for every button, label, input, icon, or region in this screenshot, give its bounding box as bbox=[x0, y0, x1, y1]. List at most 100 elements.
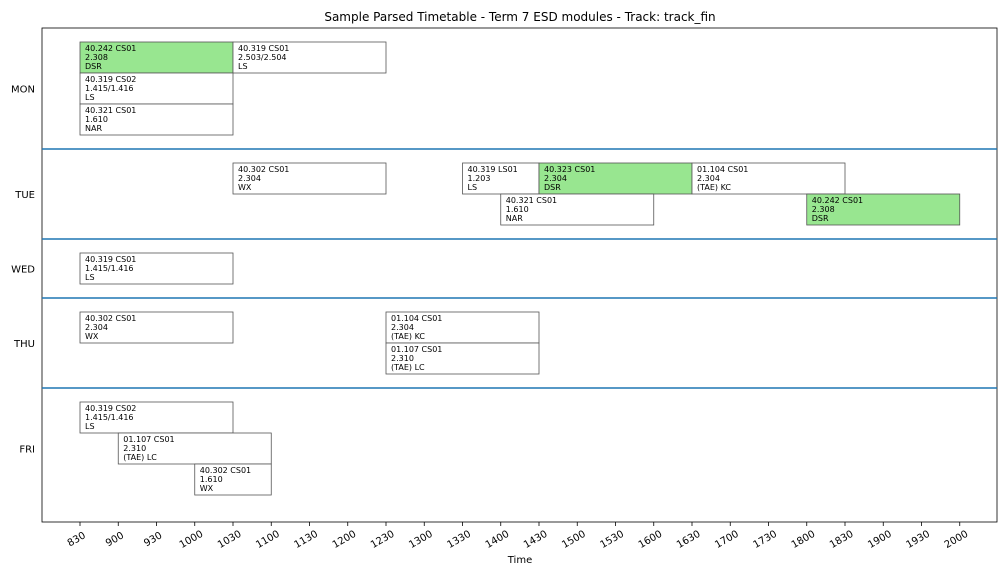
session-block-rect bbox=[79, 72, 234, 105]
x-tick-label: 1930 bbox=[904, 529, 932, 551]
session-module: 40.302 CS01 bbox=[85, 314, 136, 323]
session-instructor: (TAE) KC bbox=[697, 183, 731, 192]
session-instructor: LS bbox=[238, 62, 248, 71]
session-instructor: (TAE) LC bbox=[391, 363, 425, 372]
session-module: 40.302 CS01 bbox=[238, 165, 289, 174]
session-instructor: LS bbox=[85, 93, 95, 102]
x-tick-label: 1630 bbox=[675, 529, 703, 551]
session-module: 40.323 CS01 bbox=[544, 165, 595, 174]
x-tick-label: 1730 bbox=[751, 529, 779, 551]
session-block-rect bbox=[79, 252, 234, 285]
session-instructor: DSR bbox=[85, 62, 102, 71]
session-module: 01.107 CS01 bbox=[123, 435, 174, 444]
session-room: 2.304 bbox=[85, 323, 108, 332]
session-module: 40.319 CS02 bbox=[85, 404, 136, 413]
session-instructor: NAR bbox=[506, 214, 523, 223]
session-block-rect bbox=[385, 342, 540, 375]
session-module: 40.302 CS01 bbox=[200, 466, 251, 475]
x-tick-label: 1830 bbox=[828, 529, 856, 551]
x-tick-label: 1900 bbox=[866, 529, 894, 551]
session-block-rect bbox=[385, 311, 540, 344]
session-block-rect bbox=[232, 162, 387, 195]
session-instructor: (TAE) LC bbox=[123, 453, 157, 462]
x-tick-label: 1300 bbox=[407, 529, 435, 551]
x-axis-ticks: 830 900 930 1000 1030 1100 1130 1200 1230 1300 133… bbox=[66, 522, 971, 551]
x-tick-label: 1430 bbox=[522, 529, 550, 551]
session-room: 1.203 bbox=[468, 174, 491, 183]
session-instructor: LS bbox=[468, 183, 478, 192]
session-room: 2.304 bbox=[544, 174, 567, 183]
session-instructor: WX bbox=[238, 183, 252, 192]
session-block-rect bbox=[79, 41, 234, 74]
x-tick-label: 2000 bbox=[943, 529, 971, 551]
x-tick-label: 1230 bbox=[369, 529, 397, 551]
session-block-rect bbox=[79, 311, 234, 344]
x-tick-label: 1100 bbox=[254, 529, 282, 551]
session-room: 2.310 bbox=[391, 354, 414, 363]
session-instructor: LS bbox=[85, 273, 95, 282]
session-instructor: LS bbox=[85, 422, 95, 431]
session-room: 1.415/1.416 bbox=[85, 264, 134, 273]
session-block-rect bbox=[79, 103, 234, 136]
session-room: 2.503/2.504 bbox=[238, 53, 287, 62]
session-instructor: (TAE) KC bbox=[391, 332, 425, 341]
day-label-fri: FRI bbox=[19, 445, 35, 456]
session-module: 40.242 CS01 bbox=[812, 196, 863, 205]
x-tick-label: 1000 bbox=[178, 529, 206, 551]
session-instructor: WX bbox=[200, 484, 214, 493]
session-block-rect bbox=[194, 463, 272, 496]
session-module: 40.321 CS01 bbox=[506, 196, 557, 205]
session-module: 40.319 CS01 bbox=[238, 44, 289, 53]
session-module: 40.242 CS01 bbox=[85, 44, 136, 53]
session-room: 2.304 bbox=[697, 174, 720, 183]
x-tick-label: 1330 bbox=[445, 529, 473, 551]
x-tick-label: 930 bbox=[142, 530, 164, 549]
session-room: 1.610 bbox=[200, 475, 223, 484]
plot-frame bbox=[41, 27, 998, 523]
x-tick-label: 1030 bbox=[216, 529, 244, 551]
session-instructor: DSR bbox=[812, 214, 829, 223]
x-tick-label: 900 bbox=[104, 530, 126, 549]
session-room: 2.308 bbox=[812, 205, 835, 214]
x-tick-label: 1400 bbox=[484, 529, 512, 551]
chart-title: Sample Parsed Timetable - Term 7 ESD mod… bbox=[324, 10, 715, 24]
session-room: 1.610 bbox=[506, 205, 529, 214]
x-tick-label: 1600 bbox=[637, 529, 665, 551]
x-tick-label: 1530 bbox=[598, 529, 626, 551]
x-tick-label: 1800 bbox=[790, 529, 818, 551]
session-block-rect bbox=[232, 41, 387, 74]
day-labels: MON TUE WED THU FRI bbox=[11, 85, 35, 456]
x-tick-label: 1700 bbox=[713, 529, 741, 551]
x-tick-label: 1200 bbox=[331, 529, 359, 551]
day-label-wed: WED bbox=[11, 265, 35, 276]
session-block-rect bbox=[691, 162, 846, 195]
session-module: 40.319 CS01 bbox=[85, 255, 136, 264]
session-module: 01.104 CS01 bbox=[391, 314, 442, 323]
session-module: 01.104 CS01 bbox=[697, 165, 748, 174]
day-separators bbox=[42, 148, 997, 389]
x-tick-label: 830 bbox=[66, 530, 88, 549]
session-module: 40.321 CS01 bbox=[85, 106, 136, 115]
session-instructor: DSR bbox=[544, 183, 561, 192]
session-room: 1.610 bbox=[85, 115, 108, 124]
session-block-rect bbox=[806, 193, 961, 226]
session-instructor: WX bbox=[85, 332, 99, 341]
